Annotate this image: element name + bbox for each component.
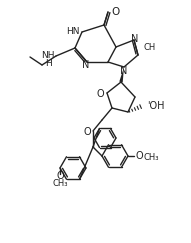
Text: 'OH: 'OH: [147, 101, 164, 111]
Text: O: O: [111, 7, 119, 17]
Polygon shape: [119, 67, 124, 82]
Text: O: O: [56, 171, 64, 181]
Text: O: O: [96, 89, 104, 99]
Text: NH: NH: [41, 52, 55, 61]
Text: O: O: [135, 151, 143, 161]
Text: N: N: [120, 66, 128, 76]
Text: N: N: [82, 60, 90, 70]
Text: CH: CH: [144, 43, 156, 52]
Text: CH₃: CH₃: [143, 153, 159, 162]
Text: CH₃: CH₃: [52, 180, 68, 189]
Text: O: O: [83, 127, 91, 137]
Text: N: N: [131, 34, 139, 44]
Text: H: H: [46, 60, 52, 69]
Text: HN: HN: [66, 27, 80, 36]
